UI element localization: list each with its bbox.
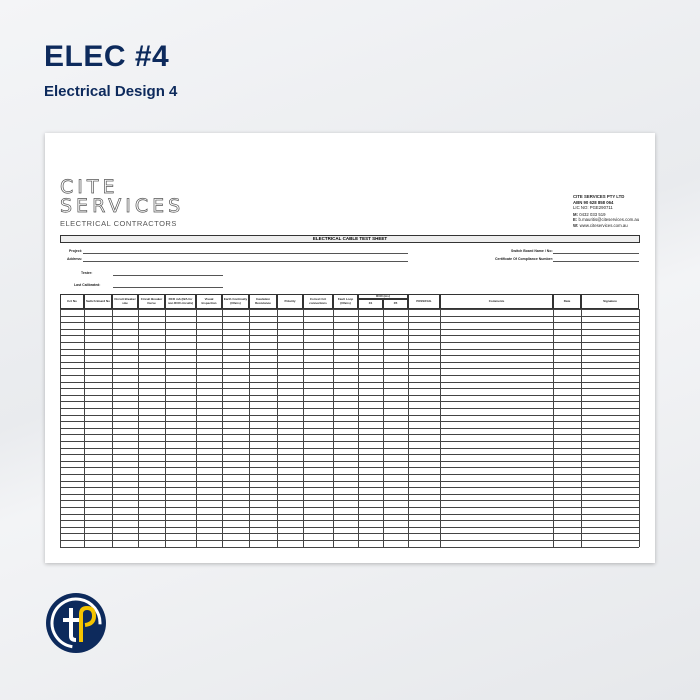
column-header: PASS/FAIL (408, 294, 440, 309)
column-header: Fault Loop (Ohms) (333, 294, 358, 309)
last-calibrated-field[interactable] (113, 287, 223, 288)
last-calibrated-label: Last Calibrated: (74, 283, 101, 287)
project-field[interactable] (83, 253, 408, 254)
table-row-line (60, 421, 639, 423)
table-row-line (60, 500, 639, 502)
address-field[interactable] (83, 261, 408, 262)
table-column-line (303, 309, 304, 547)
table-column-line (60, 309, 61, 547)
table-row-line (60, 546, 639, 548)
table-row-line (60, 322, 639, 324)
table-row-line (60, 408, 639, 409)
table-row-line (60, 480, 639, 482)
table-row-line (60, 368, 639, 370)
column-header: RCD (ms) (358, 294, 408, 299)
switch-board-label: Switch Board Name / No: (511, 249, 553, 253)
table-row-line (60, 414, 639, 416)
table-row-line (60, 526, 639, 528)
table-row-line (60, 454, 639, 456)
column-header: Date (553, 294, 581, 309)
table-row-line (60, 493, 639, 495)
table-row-line (60, 394, 639, 396)
table-column-line (222, 309, 223, 547)
table-column-line (165, 309, 166, 547)
table-row-line (60, 533, 639, 535)
address-label: Address: (67, 257, 83, 261)
table-row-line (60, 513, 639, 515)
column-header: Insulation Resistance (249, 294, 277, 309)
table-row-line (60, 309, 639, 310)
column-header: Circuit Breaker Curve (138, 294, 165, 309)
tester-label: Tester: (81, 271, 93, 275)
table-row-line (60, 441, 639, 442)
table-row-line (60, 487, 639, 489)
logo-subtitle: ELECTRICAL CONTRACTORS (60, 219, 177, 228)
rcd-subheader: X1 (358, 299, 383, 309)
table-row-line (60, 355, 639, 357)
table-row-line (60, 474, 639, 475)
column-header: Polarity (277, 294, 303, 309)
certificate-field[interactable] (553, 261, 639, 262)
switch-board-field[interactable] (553, 253, 639, 254)
table-row-line (60, 375, 639, 376)
sheet-title: ELECTRICAL CABLE TEST SHEET (60, 235, 640, 243)
table-column-line (84, 309, 85, 547)
table-column-line (581, 309, 582, 547)
table-column-line (440, 309, 441, 547)
brand-logo (46, 593, 106, 653)
table-column-line (277, 309, 278, 547)
column-header: Comments (440, 294, 553, 309)
company-details: CITE SERVICES PTY LTD ABN 90 628 858 064… (573, 194, 640, 228)
column-header: Correct Cct connections (303, 294, 333, 309)
column-header: Visual Inspection (196, 294, 222, 309)
table-column-line (639, 309, 640, 547)
project-label: Project: (69, 249, 83, 253)
page-title: ELEC #4 (44, 40, 170, 73)
table-row-line (60, 507, 639, 508)
test-sheet-document: CITE SERVICES ELECTRICAL CONTRACTORS CITE… (45, 133, 655, 563)
table-row-line (60, 520, 639, 522)
table-row-line (60, 315, 639, 317)
tester-field[interactable] (113, 275, 223, 276)
certificate-label: Certificate Of Compliance Number: (495, 257, 554, 261)
table-column-line (333, 309, 334, 547)
table-column-line (196, 309, 197, 547)
column-header: Earth Continuity (Ohms) (222, 294, 249, 309)
table-row-line (60, 348, 639, 350)
column-header: RCD mA (N/A for non RCD circuits) (165, 294, 196, 309)
rcd-subheader: X5 (383, 299, 408, 309)
table-row-line (60, 427, 639, 429)
table-column-line (112, 309, 113, 547)
table-row-line (60, 328, 639, 330)
table-row-line (60, 467, 639, 469)
column-header: Switch Board No (84, 294, 112, 309)
test-results-table: Cct No Switch Board No Circuit Breaker siz… (60, 294, 640, 548)
table-row-line (60, 460, 639, 462)
table-row-line (60, 361, 639, 363)
table-row-line (60, 434, 639, 436)
table-row-line (60, 342, 639, 343)
table-column-line (358, 309, 359, 547)
table-column-line (408, 309, 409, 547)
table-row-line (60, 388, 639, 390)
table-row-line (60, 447, 639, 449)
table-row-line (60, 540, 639, 541)
column-header: Circuit Breaker size (112, 294, 138, 309)
table-row-line (60, 335, 639, 337)
table-column-line (138, 309, 139, 547)
table-column-line (249, 309, 250, 547)
company-logo: CITE SERVICES (60, 176, 185, 217)
column-header: Signature (581, 294, 639, 309)
column-header: Cct No (60, 294, 84, 309)
table-row-line (60, 381, 639, 383)
table-column-line (383, 309, 384, 547)
table-column-line (553, 309, 554, 547)
page-subtitle: Electrical Design 4 (44, 83, 178, 100)
table-row-line (60, 401, 639, 403)
